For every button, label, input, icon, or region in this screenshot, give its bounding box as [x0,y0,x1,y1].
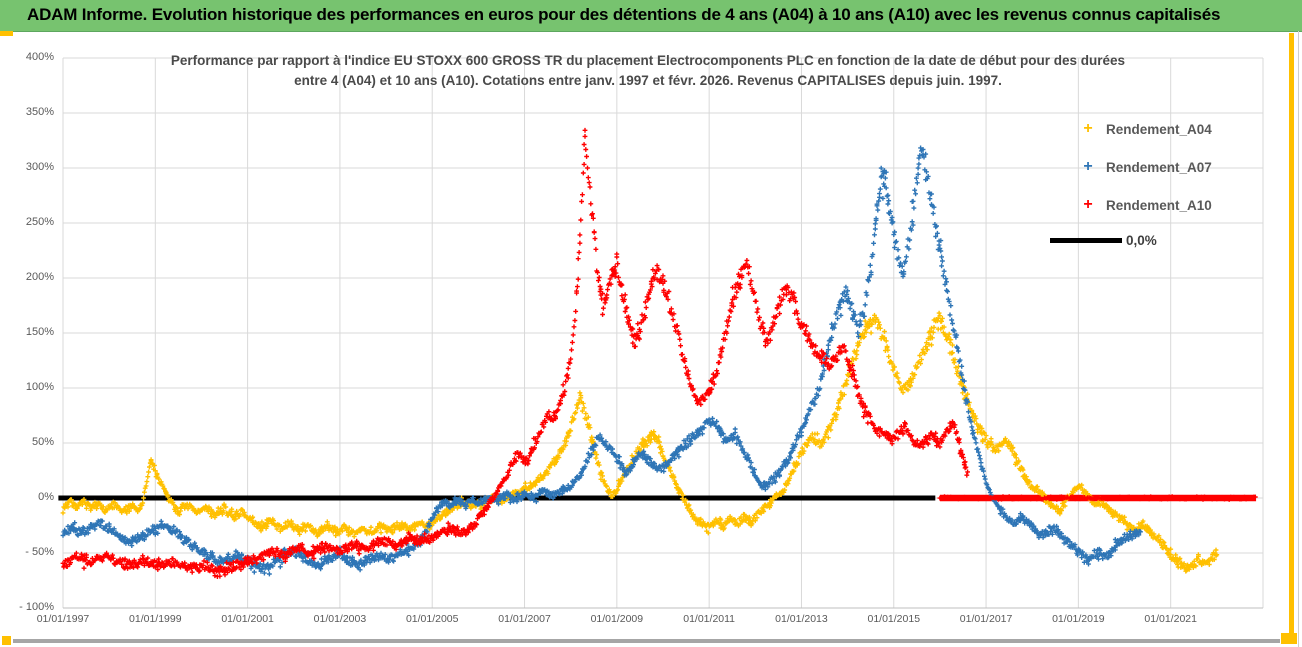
legend-item-rendement_a04[interactable]: + Rendement_A04 [1048,120,1212,142]
chart-title-line2: entre 4 (A04) et 10 ans (A10). Cotations… [294,73,1002,88]
plus-marker-icon: + [1083,196,1093,213]
legend-label: Rendement_A10 [1106,197,1212,213]
x-axis-label: 01/01/2013 [775,613,828,625]
legend-label: Rendement_A07 [1106,159,1212,175]
plus-marker-icon: + [1083,158,1093,175]
x-axis-label: 01/01/2007 [498,613,551,625]
window-edge-line [1298,31,1299,647]
y-axis-label: 300% [25,161,54,173]
series-rendement_a10-zero-segment[interactable] [937,494,1258,502]
x-axis-label: 01/01/2015 [867,613,921,625]
legend-item-zero-line[interactable]: 0,0% [1048,232,1157,254]
x-axis-label: 01/01/2011 [683,613,736,625]
y-axis-label: 350% [25,106,54,118]
gold-border-corner-handle [1281,633,1297,644]
x-axis-label: 01/01/2019 [1052,613,1105,625]
legend-label: 0,0% [1126,233,1157,249]
plus-marker-icon: + [1083,120,1093,137]
y-axis-label: 100% [25,381,54,393]
gold-border-top-left [0,31,13,36]
legend-item-rendement_a07[interactable]: + Rendement_A07 [1048,158,1212,180]
x-axis-label: 01/01/2005 [405,613,459,625]
y-axis-label: - 100% [19,601,54,613]
legend-item-rendement_a10[interactable]: + Rendement_A10 [1048,196,1212,218]
x-axis-label: 01/01/2009 [590,613,644,625]
x-axis-label: 01/01/2017 [959,613,1013,625]
legend-label: Rendement_A04 [1106,121,1212,137]
x-axis-label: 01/01/1997 [36,613,90,625]
y-axis-label: 400% [25,51,54,63]
x-axis-label: 01/01/1999 [129,613,182,625]
bottom-scroll-bar[interactable] [13,639,1280,643]
y-axis-label: 0% [38,491,54,503]
y-axis-label: 250% [25,216,54,228]
gold-border-bottom-left-handle [2,636,11,645]
title-banner: ADAM Informe. Evolution historique des p… [0,0,1302,32]
chart-title-line1: Performance par rapport à l'indice EU ST… [170,53,1126,68]
y-axis-label: 150% [25,326,54,338]
y-axis-label: - 50% [25,546,54,558]
x-axis-label: 01/01/2021 [1144,613,1197,625]
series-rendement_a10-markers[interactable] [60,127,970,579]
y-axis-label: 200% [25,271,54,283]
zero-line-icon [1050,238,1122,244]
x-axis-label: 01/01/2003 [313,613,367,625]
gold-border-right [1289,33,1294,642]
y-axis-label: 50% [31,436,54,448]
page-title: ADAM Informe. Evolution historique des p… [27,5,1221,24]
x-axis-label: 01/01/2001 [221,613,274,625]
